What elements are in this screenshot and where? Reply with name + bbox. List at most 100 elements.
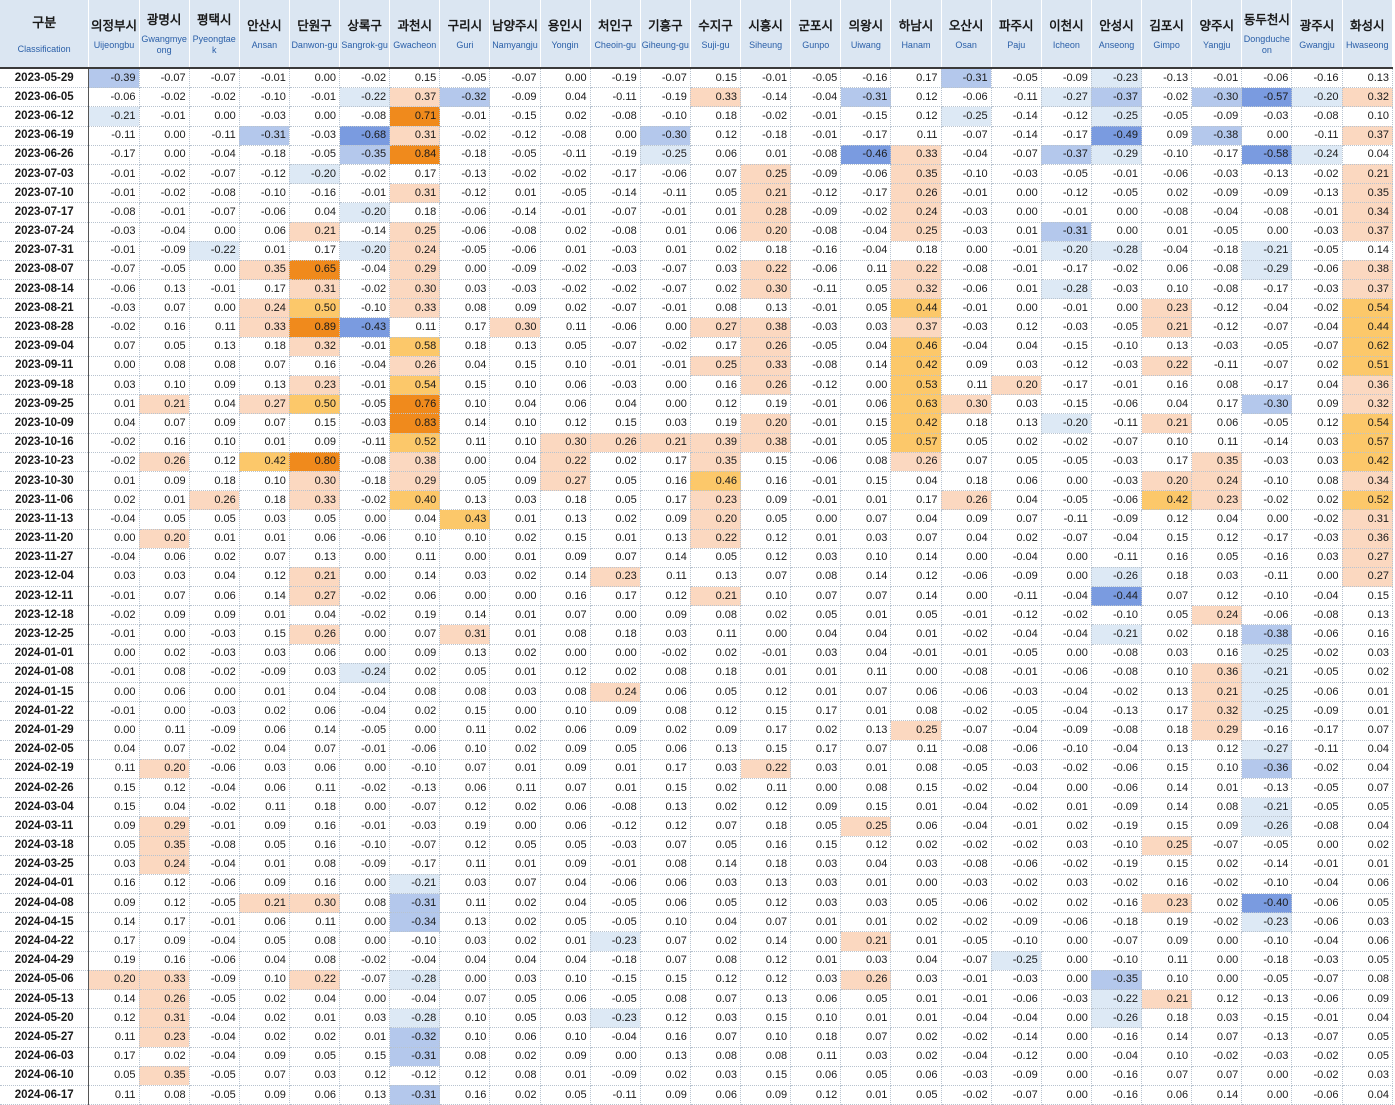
table-cell[interactable]: 0.15 bbox=[740, 1066, 792, 1086]
table-cell[interactable]: 0.03 bbox=[790, 874, 842, 895]
table-cell[interactable]: 0.33 bbox=[289, 490, 341, 511]
row-date[interactable]: 2024-01-01 bbox=[0, 644, 90, 664]
table-cell[interactable]: -0.04 bbox=[1041, 682, 1092, 703]
table-cell[interactable]: -0.39 bbox=[88, 67, 140, 89]
table-cell[interactable]: 0.05 bbox=[1191, 548, 1243, 568]
table-cell[interactable]: -0.02 bbox=[339, 490, 391, 511]
table-cell[interactable]: 0.21 bbox=[1141, 413, 1193, 434]
table-cell[interactable]: 0.15 bbox=[1141, 529, 1193, 549]
table-cell[interactable]: -0.07 bbox=[1241, 317, 1293, 338]
table-cell[interactable]: 0.25 bbox=[890, 720, 942, 741]
table-cell[interactable]: 0.00 bbox=[489, 701, 541, 722]
table-cell[interactable]: -0.05 bbox=[991, 701, 1042, 722]
table-cell[interactable]: -0.02 bbox=[339, 605, 391, 626]
table-cell[interactable]: -0.11 bbox=[790, 279, 842, 300]
table-cell[interactable]: 0.02 bbox=[890, 1027, 942, 1048]
table-cell[interactable]: 0.00 bbox=[1041, 951, 1092, 971]
table-cell[interactable]: 0.17 bbox=[88, 1047, 140, 1067]
table-cell[interactable]: -0.15 bbox=[1041, 394, 1092, 415]
table-cell[interactable]: -0.09 bbox=[1191, 183, 1243, 204]
row-date[interactable]: 2023-05-29 bbox=[0, 67, 90, 89]
table-cell[interactable]: 0.21 bbox=[740, 183, 792, 204]
table-cell[interactable]: 0.00 bbox=[640, 317, 691, 338]
row-date[interactable]: 2024-04-08 bbox=[0, 893, 90, 914]
table-cell[interactable]: 0.02 bbox=[489, 740, 541, 760]
table-cell[interactable]: 0.84 bbox=[389, 145, 441, 165]
table-cell[interactable]: 0.00 bbox=[1041, 778, 1092, 799]
table-cell[interactable]: 0.02 bbox=[540, 222, 591, 242]
table-cell[interactable]: 0.21 bbox=[289, 222, 341, 242]
table-cell[interactable]: -0.21 bbox=[1091, 624, 1143, 645]
table-cell[interactable]: -0.09 bbox=[1041, 67, 1092, 89]
row-date[interactable]: 2023-11-27 bbox=[0, 548, 90, 568]
table-cell[interactable]: 0.09 bbox=[239, 1047, 290, 1067]
table-cell[interactable]: 0.08 bbox=[139, 1085, 190, 1105]
table-cell[interactable]: 0.03 bbox=[1041, 874, 1092, 895]
row-date[interactable]: 2023-12-11 bbox=[0, 586, 90, 607]
table-cell[interactable]: -0.06 bbox=[189, 874, 240, 895]
table-cell[interactable]: -0.43 bbox=[339, 317, 391, 338]
table-cell[interactable]: -0.17 bbox=[1291, 720, 1343, 741]
table-cell[interactable]: 0.01 bbox=[991, 222, 1042, 242]
table-cell[interactable]: 0.02 bbox=[1041, 893, 1092, 914]
table-cell[interactable]: 0.17 bbox=[439, 317, 491, 338]
table-cell[interactable]: 0.09 bbox=[289, 433, 341, 453]
table-cell[interactable]: 0.09 bbox=[640, 1085, 691, 1105]
table-cell[interactable]: 0.09 bbox=[640, 605, 691, 626]
table-cell[interactable]: -0.03 bbox=[590, 836, 641, 856]
table-cell[interactable]: -0.16 bbox=[790, 241, 842, 261]
table-cell[interactable]: 0.16 bbox=[289, 816, 341, 837]
table-cell[interactable]: -0.10 bbox=[1241, 586, 1293, 607]
table-cell[interactable]: 0.11 bbox=[890, 126, 942, 146]
table-cell[interactable]: -0.26 bbox=[1091, 1008, 1143, 1029]
table-cell[interactable]: -0.12 bbox=[991, 605, 1042, 626]
table-cell[interactable]: -0.08 bbox=[590, 106, 641, 127]
row-date[interactable]: 2023-09-25 bbox=[0, 394, 90, 415]
table-cell[interactable]: 0.30 bbox=[740, 279, 792, 300]
table-cell[interactable]: -0.04 bbox=[189, 145, 240, 165]
table-cell[interactable]: -0.02 bbox=[991, 836, 1042, 856]
table-cell[interactable]: 0.53 bbox=[890, 375, 942, 396]
table-cell[interactable]: 0.03 bbox=[1342, 1066, 1394, 1086]
table-cell[interactable]: 0.37 bbox=[1342, 126, 1394, 146]
table-cell[interactable]: 0.06 bbox=[1342, 874, 1394, 895]
table-cell[interactable]: -0.05 bbox=[1241, 836, 1293, 856]
table-cell[interactable]: 0.12 bbox=[740, 682, 792, 703]
table-cell[interactable]: 0.10 bbox=[1141, 970, 1193, 991]
table-cell[interactable]: -0.13 bbox=[1141, 67, 1193, 89]
table-cell[interactable]: -0.11 bbox=[1241, 567, 1293, 588]
table-cell[interactable]: 0.11 bbox=[890, 740, 942, 760]
table-cell[interactable]: -0.06 bbox=[189, 951, 240, 971]
table-cell[interactable]: 0.22 bbox=[740, 759, 792, 779]
table-cell[interactable]: 0.03 bbox=[991, 394, 1042, 415]
table-cell[interactable]: 0.46 bbox=[890, 337, 942, 357]
table-cell[interactable]: 0.05 bbox=[840, 298, 892, 319]
table-cell[interactable]: 0.00 bbox=[339, 931, 391, 952]
table-cell[interactable]: -0.04 bbox=[339, 682, 391, 703]
table-cell[interactable]: 0.09 bbox=[1141, 931, 1193, 952]
table-cell[interactable]: -0.01 bbox=[640, 202, 691, 223]
table-cell[interactable]: 0.08 bbox=[640, 855, 691, 875]
table-cell[interactable]: -0.05 bbox=[489, 145, 541, 165]
table-cell[interactable]: 0.20 bbox=[690, 509, 742, 530]
table-cell[interactable]: -0.02 bbox=[941, 1085, 992, 1105]
table-cell[interactable]: 0.00 bbox=[1191, 931, 1243, 952]
table-cell[interactable]: -0.13 bbox=[1241, 164, 1293, 185]
table-cell[interactable]: -0.05 bbox=[540, 183, 591, 204]
table-cell[interactable]: -0.17 bbox=[840, 183, 892, 204]
table-cell[interactable]: 0.06 bbox=[540, 394, 591, 415]
table-cell[interactable]: -0.03 bbox=[88, 222, 140, 242]
table-cell[interactable]: -0.04 bbox=[1291, 874, 1343, 895]
table-cell[interactable]: -0.01 bbox=[991, 663, 1042, 684]
table-cell[interactable]: -0.07 bbox=[640, 279, 691, 300]
table-cell[interactable]: 0.06 bbox=[540, 797, 591, 818]
table-cell[interactable]: 0.01 bbox=[840, 912, 892, 933]
table-cell[interactable]: -0.10 bbox=[991, 931, 1042, 952]
table-cell[interactable]: 0.00 bbox=[339, 912, 391, 933]
table-cell[interactable]: -0.01 bbox=[139, 106, 190, 127]
table-cell[interactable]: 0.00 bbox=[1191, 970, 1243, 991]
column-header[interactable]: 파주시 Paju bbox=[991, 0, 1042, 69]
table-cell[interactable]: 0.06 bbox=[840, 394, 892, 415]
table-cell[interactable]: -0.03 bbox=[88, 298, 140, 319]
table-cell[interactable]: 0.02 bbox=[139, 644, 190, 664]
